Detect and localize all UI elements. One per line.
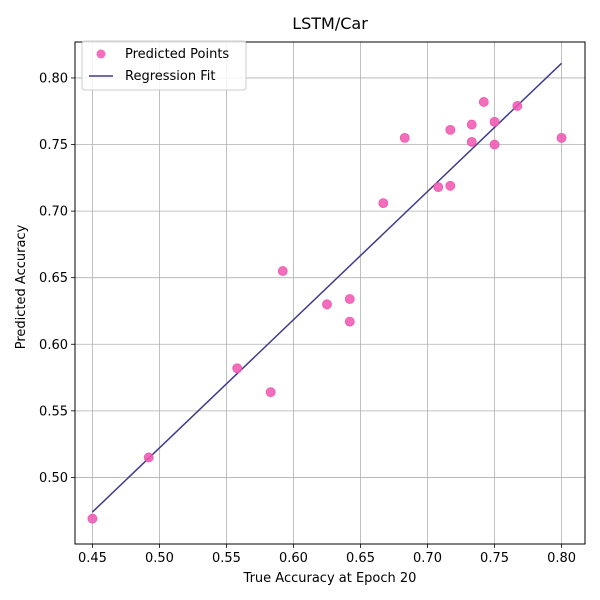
- data-point: [433, 182, 444, 193]
- y-axis-title: Predicted Accuracy: [14, 224, 29, 349]
- grid-lines: [75, 42, 585, 544]
- x-tick-label: 0.80: [547, 551, 576, 566]
- y-tick-label: 0.65: [39, 271, 68, 286]
- data-point: [466, 136, 477, 147]
- x-tick-label: 0.65: [346, 551, 375, 566]
- chart-title: LSTM/Car: [292, 14, 368, 33]
- y-tick-label: 0.50: [39, 471, 68, 486]
- data-point: [466, 119, 477, 130]
- data-point: [277, 266, 288, 276]
- legend-label-regression-fit: Regression Fit: [125, 69, 215, 84]
- data-point: [344, 316, 355, 327]
- plot-frame: [74, 41, 586, 545]
- data-point: [556, 132, 567, 143]
- x-tick-label: 0.55: [212, 551, 241, 566]
- data-point: [322, 299, 332, 310]
- legend-label-predicted-points: Predicted Points: [125, 47, 229, 62]
- data-point: [378, 198, 389, 209]
- data-point: [445, 124, 456, 135]
- data-point: [232, 363, 243, 374]
- regression-fit-layer: [91, 62, 563, 513]
- x-tick-label: 0.50: [145, 551, 174, 566]
- data-points-layer: [87, 97, 567, 524]
- x-tick-label: 0.60: [279, 551, 308, 566]
- data-point: [265, 387, 276, 398]
- y-tick-label: 0.70: [39, 205, 68, 220]
- y-tick-label: 0.80: [39, 71, 68, 86]
- legend: Predicted Points Regression Fit: [81, 40, 247, 91]
- x-axis-title: True Accuracy at Epoch 20: [243, 571, 417, 586]
- regression-fit-line: [91, 62, 563, 513]
- x-axis-ticks: 0.45 0.50 0.55 0.60 0.65 0.70 0.75 0.80: [78, 544, 576, 566]
- x-tick-label: 0.45: [78, 551, 107, 566]
- data-point: [344, 294, 355, 304]
- y-axis-ticks: 0.50 0.55 0.60 0.65 0.70 0.75 0.80: [39, 71, 75, 486]
- data-point: [143, 452, 154, 463]
- data-point: [489, 139, 500, 150]
- data-point: [87, 513, 98, 524]
- data-point: [445, 180, 456, 191]
- data-point: [512, 101, 523, 111]
- x-tick-label: 0.75: [480, 551, 509, 566]
- data-point: [399, 132, 410, 143]
- legend-marker-predicted-points: [96, 49, 106, 59]
- x-tick-label: 0.70: [413, 551, 442, 566]
- y-tick-label: 0.55: [39, 404, 68, 419]
- data-point: [489, 116, 500, 127]
- legend-box: [81, 40, 247, 91]
- data-point: [478, 97, 489, 107]
- y-tick-label: 0.60: [39, 338, 68, 353]
- y-tick-label: 0.75: [39, 138, 68, 153]
